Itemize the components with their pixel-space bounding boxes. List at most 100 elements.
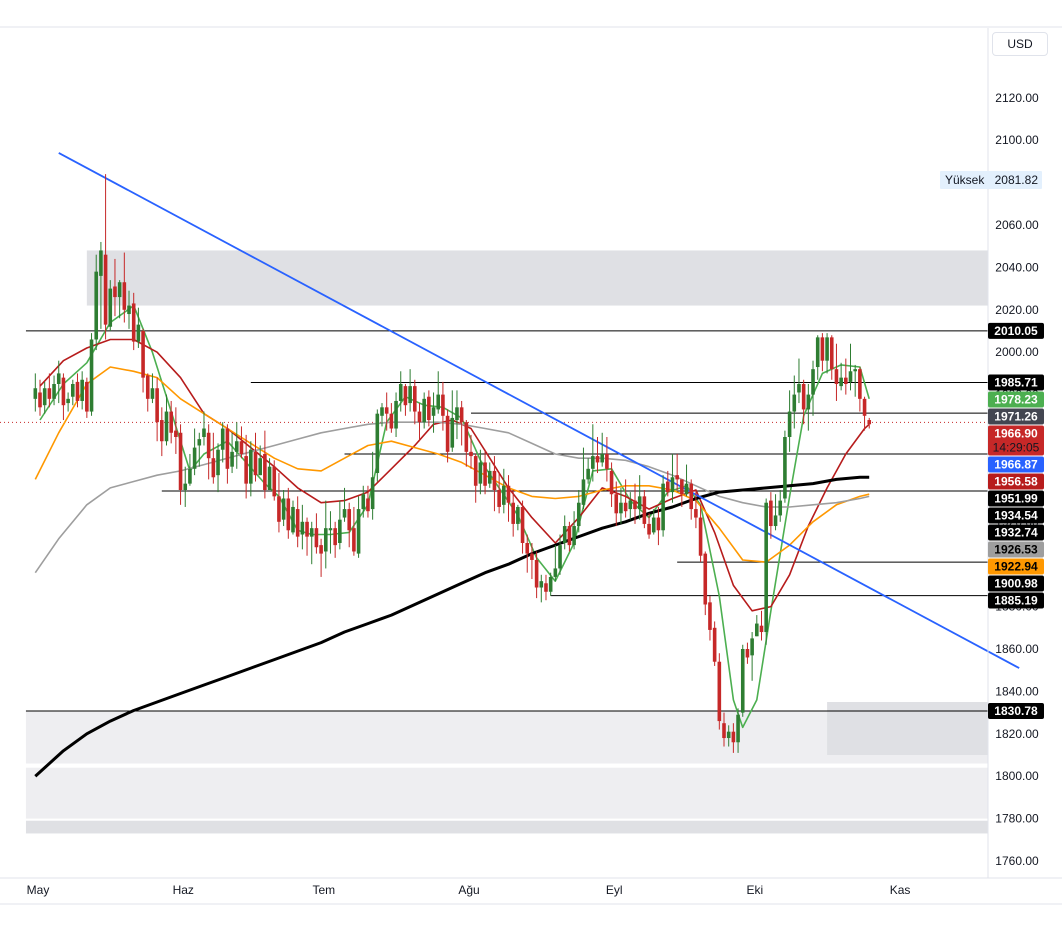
candle-154 (755, 615, 759, 637)
candle-body (483, 462, 487, 486)
candle-body (131, 303, 136, 342)
candle-30 (174, 407, 178, 454)
candle-body (108, 288, 113, 327)
candle-12 (89, 333, 94, 416)
candle-body (234, 441, 239, 452)
x-tick-label: May (27, 883, 50, 897)
candle-11 (85, 377, 89, 418)
candle-body (356, 509, 361, 554)
price-tag-bg (988, 456, 1044, 473)
candle-body (703, 553, 708, 605)
candle-body (277, 496, 281, 522)
candle-98 (492, 456, 497, 512)
candle-47 (253, 432, 258, 482)
candle-127 (628, 492, 633, 520)
candle-1 (38, 379, 42, 416)
candle-body (366, 498, 370, 512)
candle-body (778, 500, 783, 516)
candle-body (680, 479, 684, 495)
price-tag-bg (988, 558, 1044, 575)
candle-body (750, 638, 754, 656)
candle-body (642, 496, 647, 524)
candle-49 (263, 430, 267, 499)
candle-body (75, 381, 80, 401)
candle-147 (722, 712, 726, 747)
y-tick-label: 1840.00 (995, 684, 1039, 698)
candle-body (89, 339, 94, 412)
candle-body (244, 456, 248, 484)
candle-54 (286, 487, 291, 539)
candle-body (380, 407, 384, 416)
candle-63 (328, 511, 333, 554)
candle-body (319, 545, 323, 554)
candle-93 (469, 434, 473, 469)
candle-body (136, 324, 141, 342)
currency-button[interactable]: USD (992, 32, 1048, 56)
x-tick-label: Eki (746, 883, 763, 897)
candle-110 (548, 572, 553, 596)
candle-body (586, 468, 590, 480)
candle-77 (394, 392, 398, 437)
candle-72 (370, 451, 375, 520)
candle-body (450, 417, 455, 448)
candle-body (408, 386, 412, 404)
price-tag-bg (988, 322, 1044, 339)
candle-body (801, 384, 806, 410)
candle-136 (670, 453, 675, 503)
candle-body (726, 731, 731, 739)
y-tick-label: 2020.00 (995, 303, 1039, 317)
candle-body (651, 517, 656, 533)
candle-body (342, 509, 347, 518)
candle-108 (539, 574, 544, 603)
candle-17 (113, 258, 117, 317)
candle-156 (764, 498, 768, 645)
candle-53 (281, 490, 286, 527)
candle-body (469, 451, 473, 457)
candle-55 (291, 500, 295, 535)
candle-body (436, 394, 441, 410)
candle-body (502, 485, 506, 505)
candle-body (853, 369, 857, 372)
candle-body (459, 407, 464, 423)
candle-body (553, 568, 558, 577)
candle-body (497, 490, 501, 507)
candle-66 (342, 487, 347, 522)
candle-body (103, 254, 108, 325)
candle-body (220, 428, 225, 450)
price-tag-11: 1922.94 (988, 558, 1044, 575)
y-tick-label: 1820.00 (995, 727, 1039, 741)
candle-body (94, 271, 99, 340)
candle-body (384, 407, 389, 414)
candle-103 (516, 504, 520, 531)
candle-169 (825, 333, 829, 374)
candle-body (178, 432, 183, 490)
candle-body (160, 420, 164, 442)
candle-2 (42, 381, 47, 414)
candle-body (661, 483, 665, 531)
candle-151 (740, 644, 745, 717)
price-tag-bg (988, 473, 1044, 490)
candle-130 (642, 490, 647, 529)
price-tags: 2010.05 1985.71 1978.23 1971.26 1966.9014:29… (988, 322, 1044, 719)
candle-139 (684, 464, 689, 497)
price-tag-value: 1985.71 (994, 375, 1038, 389)
candle-body (717, 661, 722, 722)
candle-body (216, 449, 220, 476)
candle-65 (338, 500, 342, 550)
trendline (58, 152, 1020, 669)
candle-body (689, 483, 694, 510)
candle-7 (66, 392, 70, 412)
candle-body (323, 528, 328, 552)
price-tag-value: 1932.74 (994, 525, 1038, 539)
candle-body (291, 506, 295, 533)
candle-body (422, 398, 426, 423)
candle-176 (858, 367, 862, 412)
candle-87 (441, 381, 445, 431)
price-tag-value: 1830.78 (994, 704, 1038, 718)
candle-body (347, 509, 352, 531)
candle-body (211, 458, 216, 478)
x-tick-label: Eyl (606, 883, 623, 897)
candle-body (839, 377, 843, 387)
candle-48 (258, 445, 262, 476)
